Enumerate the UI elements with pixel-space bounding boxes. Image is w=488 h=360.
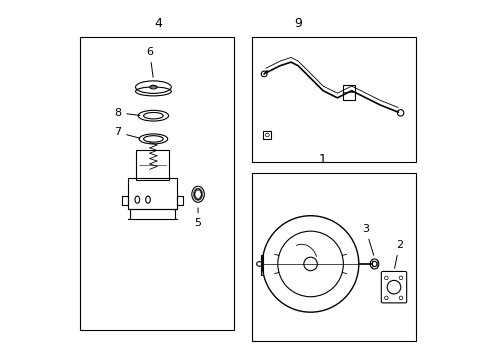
Text: 8: 8 bbox=[114, 108, 140, 118]
Text: 6: 6 bbox=[146, 47, 153, 77]
Text: 3: 3 bbox=[361, 224, 373, 255]
Text: 1: 1 bbox=[319, 153, 326, 166]
Bar bbox=[135, 150, 169, 180]
Text: 7: 7 bbox=[114, 127, 140, 138]
Bar bbox=[260, 255, 263, 275]
Text: 9: 9 bbox=[294, 17, 302, 30]
Text: 4: 4 bbox=[155, 17, 163, 30]
Bar bbox=[342, 85, 354, 100]
Bar bbox=[128, 178, 176, 208]
Bar bbox=[122, 196, 128, 205]
Text: 5: 5 bbox=[194, 208, 201, 229]
Text: 2: 2 bbox=[394, 240, 402, 268]
Bar bbox=[176, 196, 183, 205]
Bar bbox=[263, 131, 271, 139]
